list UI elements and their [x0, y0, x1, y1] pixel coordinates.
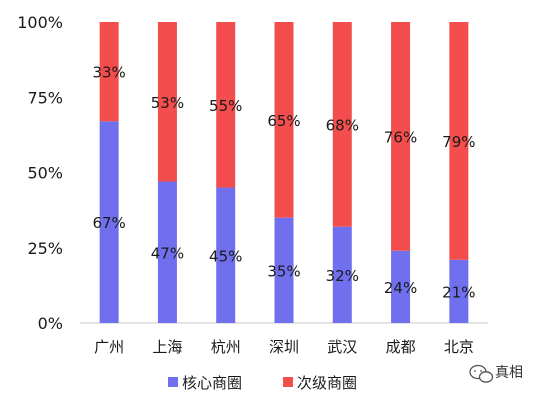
- watermark-text: 真相: [495, 365, 523, 381]
- data-label: 33%: [92, 64, 125, 82]
- data-label: 45%: [209, 247, 242, 265]
- data-label: 79%: [442, 133, 475, 151]
- y-tick-label: 25%: [27, 239, 63, 258]
- x-tick-label: 广州: [94, 338, 124, 356]
- bars-layer: 67% 33% 47% 53% 45% 55% 35% 65% 32% 68% 24% 76% 21% 7…: [92, 22, 476, 323]
- data-label: 67%: [92, 214, 125, 232]
- data-label: 55%: [209, 97, 242, 115]
- bar-segment-core: [449, 259, 469, 323]
- bar-segment-secondary: [274, 22, 294, 218]
- data-label: 47%: [151, 244, 184, 262]
- legend-swatch: [283, 377, 293, 387]
- legend-label: 次级商圈: [297, 374, 357, 392]
- bar-segment-secondary: [391, 22, 411, 251]
- legend-swatch: [168, 377, 178, 387]
- y-tick-label: 50%: [27, 164, 63, 183]
- data-label: 68%: [326, 116, 359, 134]
- y-tick-label: 100%: [17, 13, 63, 32]
- data-label: 35%: [267, 262, 300, 280]
- data-label: 32%: [326, 267, 359, 285]
- bar-segment-core: [99, 121, 119, 323]
- x-tick-label: 上海: [152, 338, 182, 356]
- bar-segment-secondary: [99, 22, 119, 122]
- bar-segment-core: [216, 187, 236, 323]
- y-tick-label: 0%: [38, 314, 63, 333]
- watermark: 真相: [469, 364, 523, 383]
- bar-segment-secondary: [332, 22, 352, 227]
- x-tick-label: 武汉: [327, 338, 357, 356]
- x-tick-label: 杭州: [211, 338, 241, 356]
- x-tick-label: 北京: [444, 338, 474, 356]
- x-tick-label: 深圳: [269, 338, 299, 356]
- legend-label: 核心商圈: [182, 374, 242, 392]
- bar-segment-core: [157, 181, 177, 323]
- bar-segment-secondary: [216, 22, 236, 188]
- y-axis: 0% 25% 50% 75% 100%: [17, 13, 63, 333]
- bar-segment-core: [332, 226, 352, 323]
- data-label: 24%: [384, 279, 417, 297]
- data-label: 65%: [267, 112, 300, 130]
- x-tick-label: 成都: [386, 338, 416, 356]
- x-axis: 广州 上海 杭州 深圳 武汉 成都 北京: [94, 338, 474, 356]
- bar-segment-secondary: [157, 22, 177, 182]
- legend: 核心商圈 次级商圈: [168, 374, 357, 392]
- bar-segment-secondary: [449, 22, 469, 260]
- wechat-icon: [469, 364, 494, 383]
- bar-segment-core: [391, 250, 411, 323]
- y-tick-label: 75%: [27, 88, 63, 107]
- data-label: 21%: [442, 283, 475, 301]
- bar-segment-core: [274, 217, 294, 323]
- data-label: 76%: [384, 128, 417, 146]
- data-label: 53%: [151, 94, 184, 112]
